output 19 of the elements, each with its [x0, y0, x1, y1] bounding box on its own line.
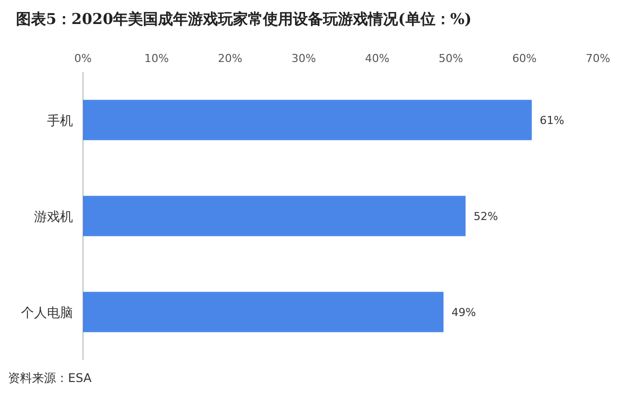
x-tick-label: 40% — [365, 52, 390, 65]
text: 资料来源：ESA — [8, 371, 92, 385]
x-tick-label: 60% — [512, 52, 537, 65]
x-tick-label: 20% — [218, 52, 242, 65]
y-tick-label: 个人电脑 — [21, 306, 73, 321]
data-label: 49% — [452, 306, 476, 319]
x-tick-label: 0% — [74, 52, 92, 65]
x-tick-label: 70% — [586, 52, 610, 65]
x-tick-label: 50% — [438, 52, 464, 65]
data-label: 52% — [474, 210, 498, 223]
bar — [83, 100, 532, 140]
data-label: 61% — [540, 114, 564, 127]
bar — [83, 292, 444, 332]
y-tick-label: 手机 — [47, 114, 73, 129]
x-tick-label: 10% — [144, 52, 169, 65]
bar — [83, 196, 466, 236]
y-tick-label: 游戏机 — [34, 210, 73, 225]
x-tick-label: 30% — [291, 52, 316, 65]
chart-title: 图表5：2020年美国成年游戏玩家常使用设备玩游戏情况(单位：%) — [16, 10, 472, 28]
